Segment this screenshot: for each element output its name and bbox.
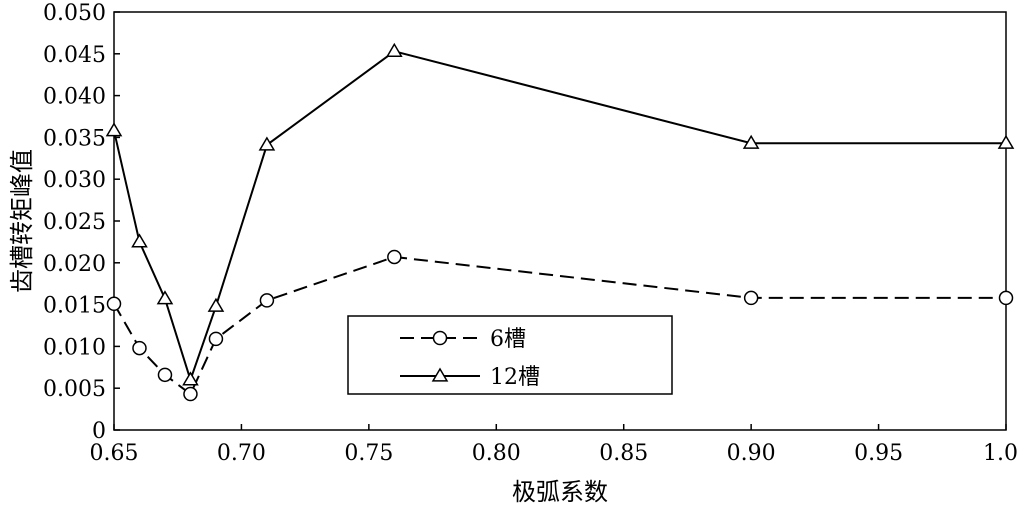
data-point	[131, 233, 148, 248]
x-tick-label: 0.90	[727, 441, 776, 466]
y-tick-label: 0.035	[43, 126, 106, 151]
series-6-slot	[106, 249, 1014, 402]
data-point	[207, 297, 225, 312]
legend-marker	[431, 367, 449, 382]
data-point	[208, 331, 224, 347]
legend-label: 6槽	[490, 327, 526, 352]
x-tick-label: 0.65	[90, 441, 139, 466]
y-tick-label: 0.050	[43, 1, 106, 26]
legend-items: 6槽 12槽	[400, 327, 540, 390]
data-point	[998, 290, 1014, 306]
x-axis-title: 极弧系数	[512, 478, 608, 506]
y-axis-ticks: 0 0.005 0.010 0.015 0.020 0.025 0.030 0.035 0.04…	[43, 1, 120, 444]
y-axis-title: 齿槽转矩峰值	[8, 149, 36, 293]
y-tick-label: 0.025	[43, 210, 106, 235]
x-tick-label: 0.95	[854, 441, 903, 466]
data-point	[997, 134, 1015, 149]
legend-label: 12槽	[490, 365, 540, 390]
data-point	[157, 367, 173, 383]
x-tick-label: 0.85	[599, 441, 648, 466]
series-12-slot	[105, 42, 1015, 386]
x-tick-label: 0.75	[344, 441, 393, 466]
x-tick-label: 0.80	[472, 441, 521, 466]
data-point	[106, 296, 122, 312]
data-point	[743, 290, 759, 306]
data-point	[132, 340, 147, 356]
y-tick-label: 0.020	[43, 252, 106, 277]
legend-frame	[347, 315, 673, 395]
x-axis-ticks: 0.65 0.70 0.75 0.80 0.85 0.90 0.95 1.0	[90, 424, 1017, 466]
data-point	[183, 386, 198, 402]
y-tick-label: 0	[92, 419, 106, 444]
data-point	[387, 249, 402, 265]
legend-marker	[432, 330, 448, 346]
legend: 6槽 12槽	[347, 315, 673, 395]
series-layer	[105, 42, 1015, 402]
y-tick-label: 0.045	[43, 43, 106, 68]
y-tick-label: 0.015	[43, 294, 106, 319]
data-point	[258, 136, 276, 151]
x-tick-label: 1.0	[983, 441, 1017, 466]
legend-item: 6槽	[400, 327, 526, 352]
y-tick-label: 0.005	[43, 377, 106, 402]
legend-item: 12槽	[400, 365, 540, 390]
data-point	[182, 371, 199, 386]
data-point	[742, 134, 760, 149]
y-tick-label: 0.040	[43, 85, 106, 110]
data-point	[105, 122, 123, 137]
data-point	[156, 290, 174, 305]
data-point	[386, 42, 403, 57]
x-tick-label: 0.70	[217, 441, 266, 466]
y-tick-label: 0.010	[43, 335, 106, 360]
data-point	[259, 293, 275, 308]
y-tick-label: 0.030	[43, 168, 106, 193]
